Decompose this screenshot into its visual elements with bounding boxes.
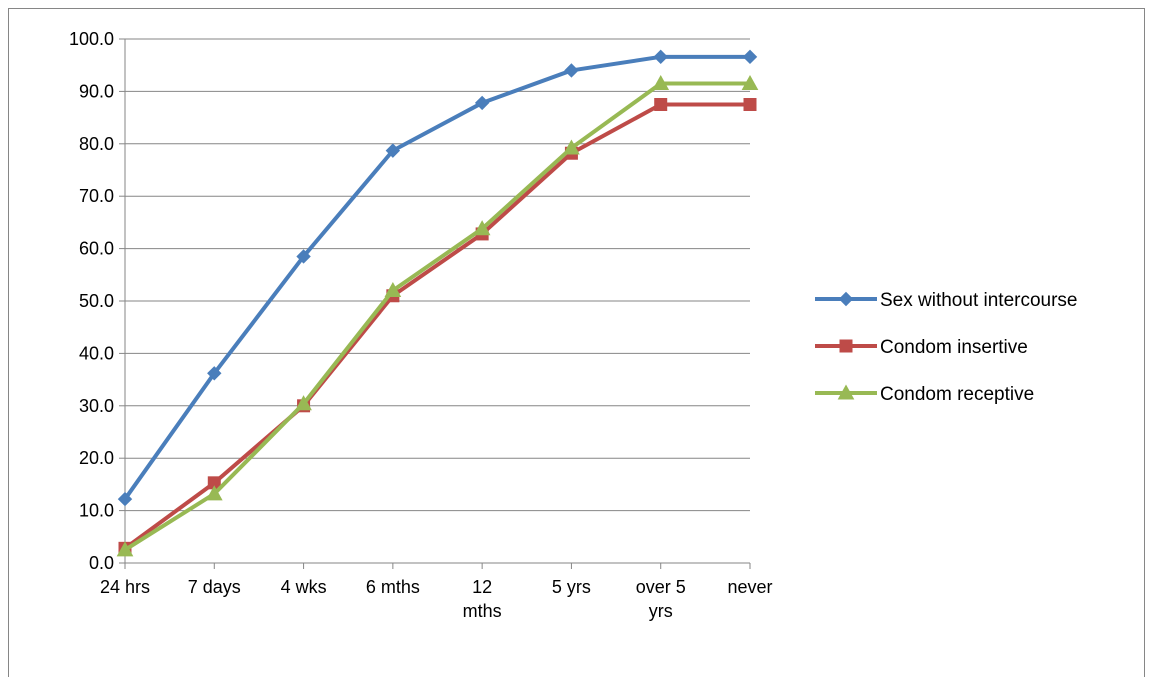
legend-entry-2: Condom receptive <box>815 384 1034 405</box>
x-tick-label-line: over 5 <box>636 577 686 597</box>
series-0 <box>117 49 758 507</box>
gridlines <box>125 38 750 512</box>
x-tick-label-line: 5 yrs <box>552 577 591 597</box>
x-tick-label-line: never <box>727 577 772 597</box>
legend-label: Condom receptive <box>880 384 1034 405</box>
x-tick-label-line: mths <box>463 601 502 621</box>
data-point-marker <box>385 143 401 158</box>
data-point-marker <box>205 485 223 501</box>
data-point-marker <box>743 98 757 111</box>
y-tick-label: 90.0 <box>79 81 114 101</box>
data-point-marker <box>654 98 668 111</box>
x-tick-label-line: 4 wks <box>281 577 327 597</box>
x-tick-label-line: 7 days <box>188 577 241 597</box>
y-tick-label: 70.0 <box>79 186 114 206</box>
data-point-marker <box>116 541 134 557</box>
data-point-marker <box>117 491 133 507</box>
y-tick-label: 50.0 <box>79 291 114 311</box>
x-tick-label-line: 24 hrs <box>100 577 150 597</box>
data-point-marker <box>384 281 402 298</box>
legend-entry-1: Condom insertive <box>815 337 1028 358</box>
series-line <box>123 54 752 502</box>
y-tick-label: 20.0 <box>79 448 114 468</box>
series-line <box>123 81 752 552</box>
data-point-marker <box>473 220 491 236</box>
legend-entry-0: Sex without intercourse <box>815 290 1078 311</box>
legend-label: Condom insertive <box>880 337 1028 358</box>
chart-border <box>8 8 1145 679</box>
x-tick-label: over 5 yrs <box>636 577 686 621</box>
legend-label: Sex without intercourse <box>880 290 1078 311</box>
legend-marker <box>837 384 855 400</box>
y-tick-label: 40.0 <box>79 343 114 363</box>
y-tick-label: 30.0 <box>79 396 114 416</box>
y-tick-label: 60.0 <box>79 239 114 259</box>
legend-marker <box>839 339 853 353</box>
data-point-marker <box>653 49 668 65</box>
x-tick-label-line: 6 mths <box>366 577 420 597</box>
x-tick-label: 4 wks <box>281 577 327 597</box>
x-tick-label: 6 mths <box>366 577 420 597</box>
legend-marker <box>838 291 854 307</box>
data-point-marker <box>652 75 670 91</box>
x-tick-label: 12 mths <box>463 577 502 621</box>
data-point-marker <box>207 366 222 381</box>
x-tick-label-line: 12 <box>472 577 492 597</box>
data-point-marker <box>564 63 579 78</box>
y-tick-label: 10.0 <box>79 501 114 521</box>
data-point-marker <box>474 95 490 111</box>
series-2 <box>116 75 759 557</box>
legend: Sex without intercourse Condom insertive C… <box>815 290 1078 405</box>
data-point-marker <box>741 75 759 91</box>
data-point-marker <box>296 249 311 264</box>
series-lines <box>116 49 759 557</box>
data-point-marker <box>295 395 312 411</box>
y-tick-label: 0.0 <box>89 553 114 573</box>
y-tick-label: 100.0 <box>69 29 114 49</box>
x-tick-label: never <box>727 577 772 597</box>
x-tick-label: 24 hrs <box>100 577 150 597</box>
data-point-marker <box>742 49 758 65</box>
y-tick-label: 80.0 <box>79 134 114 154</box>
x-tick-label: 5 yrs <box>552 577 591 597</box>
series-line <box>123 102 752 551</box>
axes: 0.0 10.0 20.0 30.0 40.0 50.0 60.0 70.0 80.0 90.0 1… <box>69 29 773 621</box>
x-tick-label-line: yrs <box>649 601 673 621</box>
x-tick-label: 7 days <box>188 577 241 597</box>
data-point-marker <box>563 139 580 155</box>
